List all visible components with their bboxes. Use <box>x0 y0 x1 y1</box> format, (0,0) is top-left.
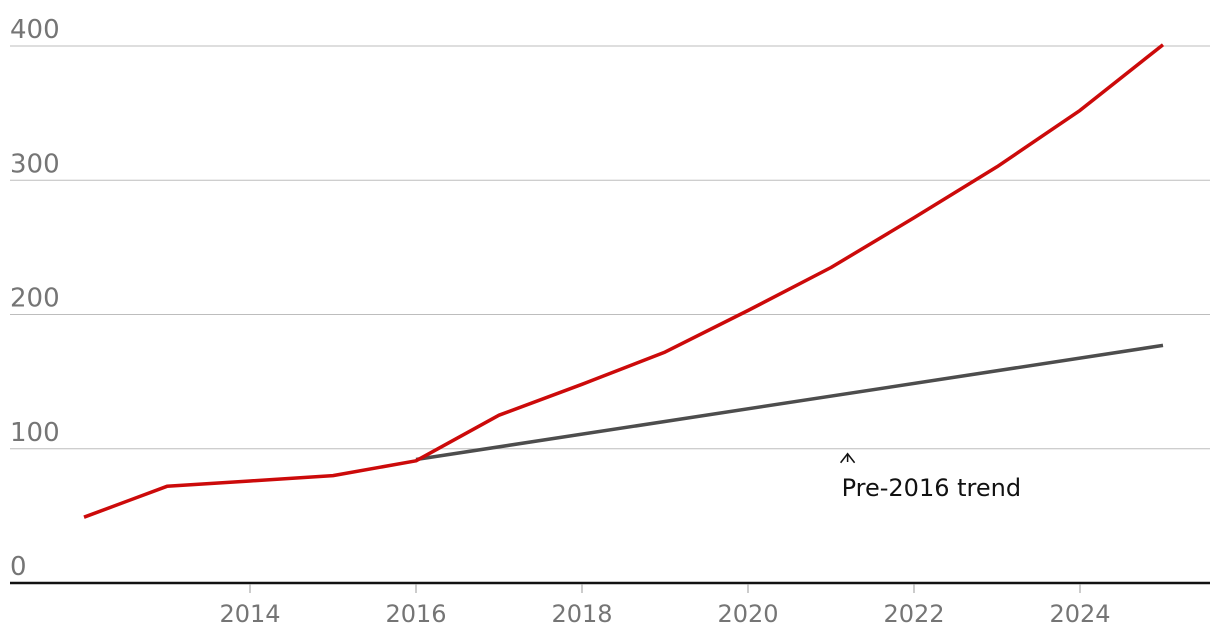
x-tick-label: 2018 <box>551 600 612 628</box>
x-tick-label: 2024 <box>1049 600 1110 628</box>
series-lines <box>83 43 1165 519</box>
annotation-arrow-head <box>840 452 856 464</box>
series-line-actual <box>83 43 1165 519</box>
grid-lines <box>10 45 1210 585</box>
x-tick-label: 2016 <box>385 600 446 628</box>
x-tick-label: 2022 <box>883 600 944 628</box>
y-tick-label: 200 <box>10 284 60 314</box>
y-tick-label: 400 <box>10 15 60 45</box>
y-tick-label: 300 <box>10 149 60 179</box>
x-tick-label: 2014 <box>219 600 280 628</box>
y-tick-label: 100 <box>10 418 60 448</box>
y-tick-label: 0 <box>10 552 27 582</box>
x-axis: 2014 2016 2018 2020 2022 2024 <box>219 584 1111 628</box>
x-tick-label: 2020 <box>717 600 778 628</box>
annotation-label: Pre-2016 trend <box>842 474 1021 502</box>
series-line-trend <box>415 343 1164 462</box>
y-axis: 0 100 200 300 400 <box>10 15 60 582</box>
annotations: Pre-2016 trend <box>840 452 1021 502</box>
